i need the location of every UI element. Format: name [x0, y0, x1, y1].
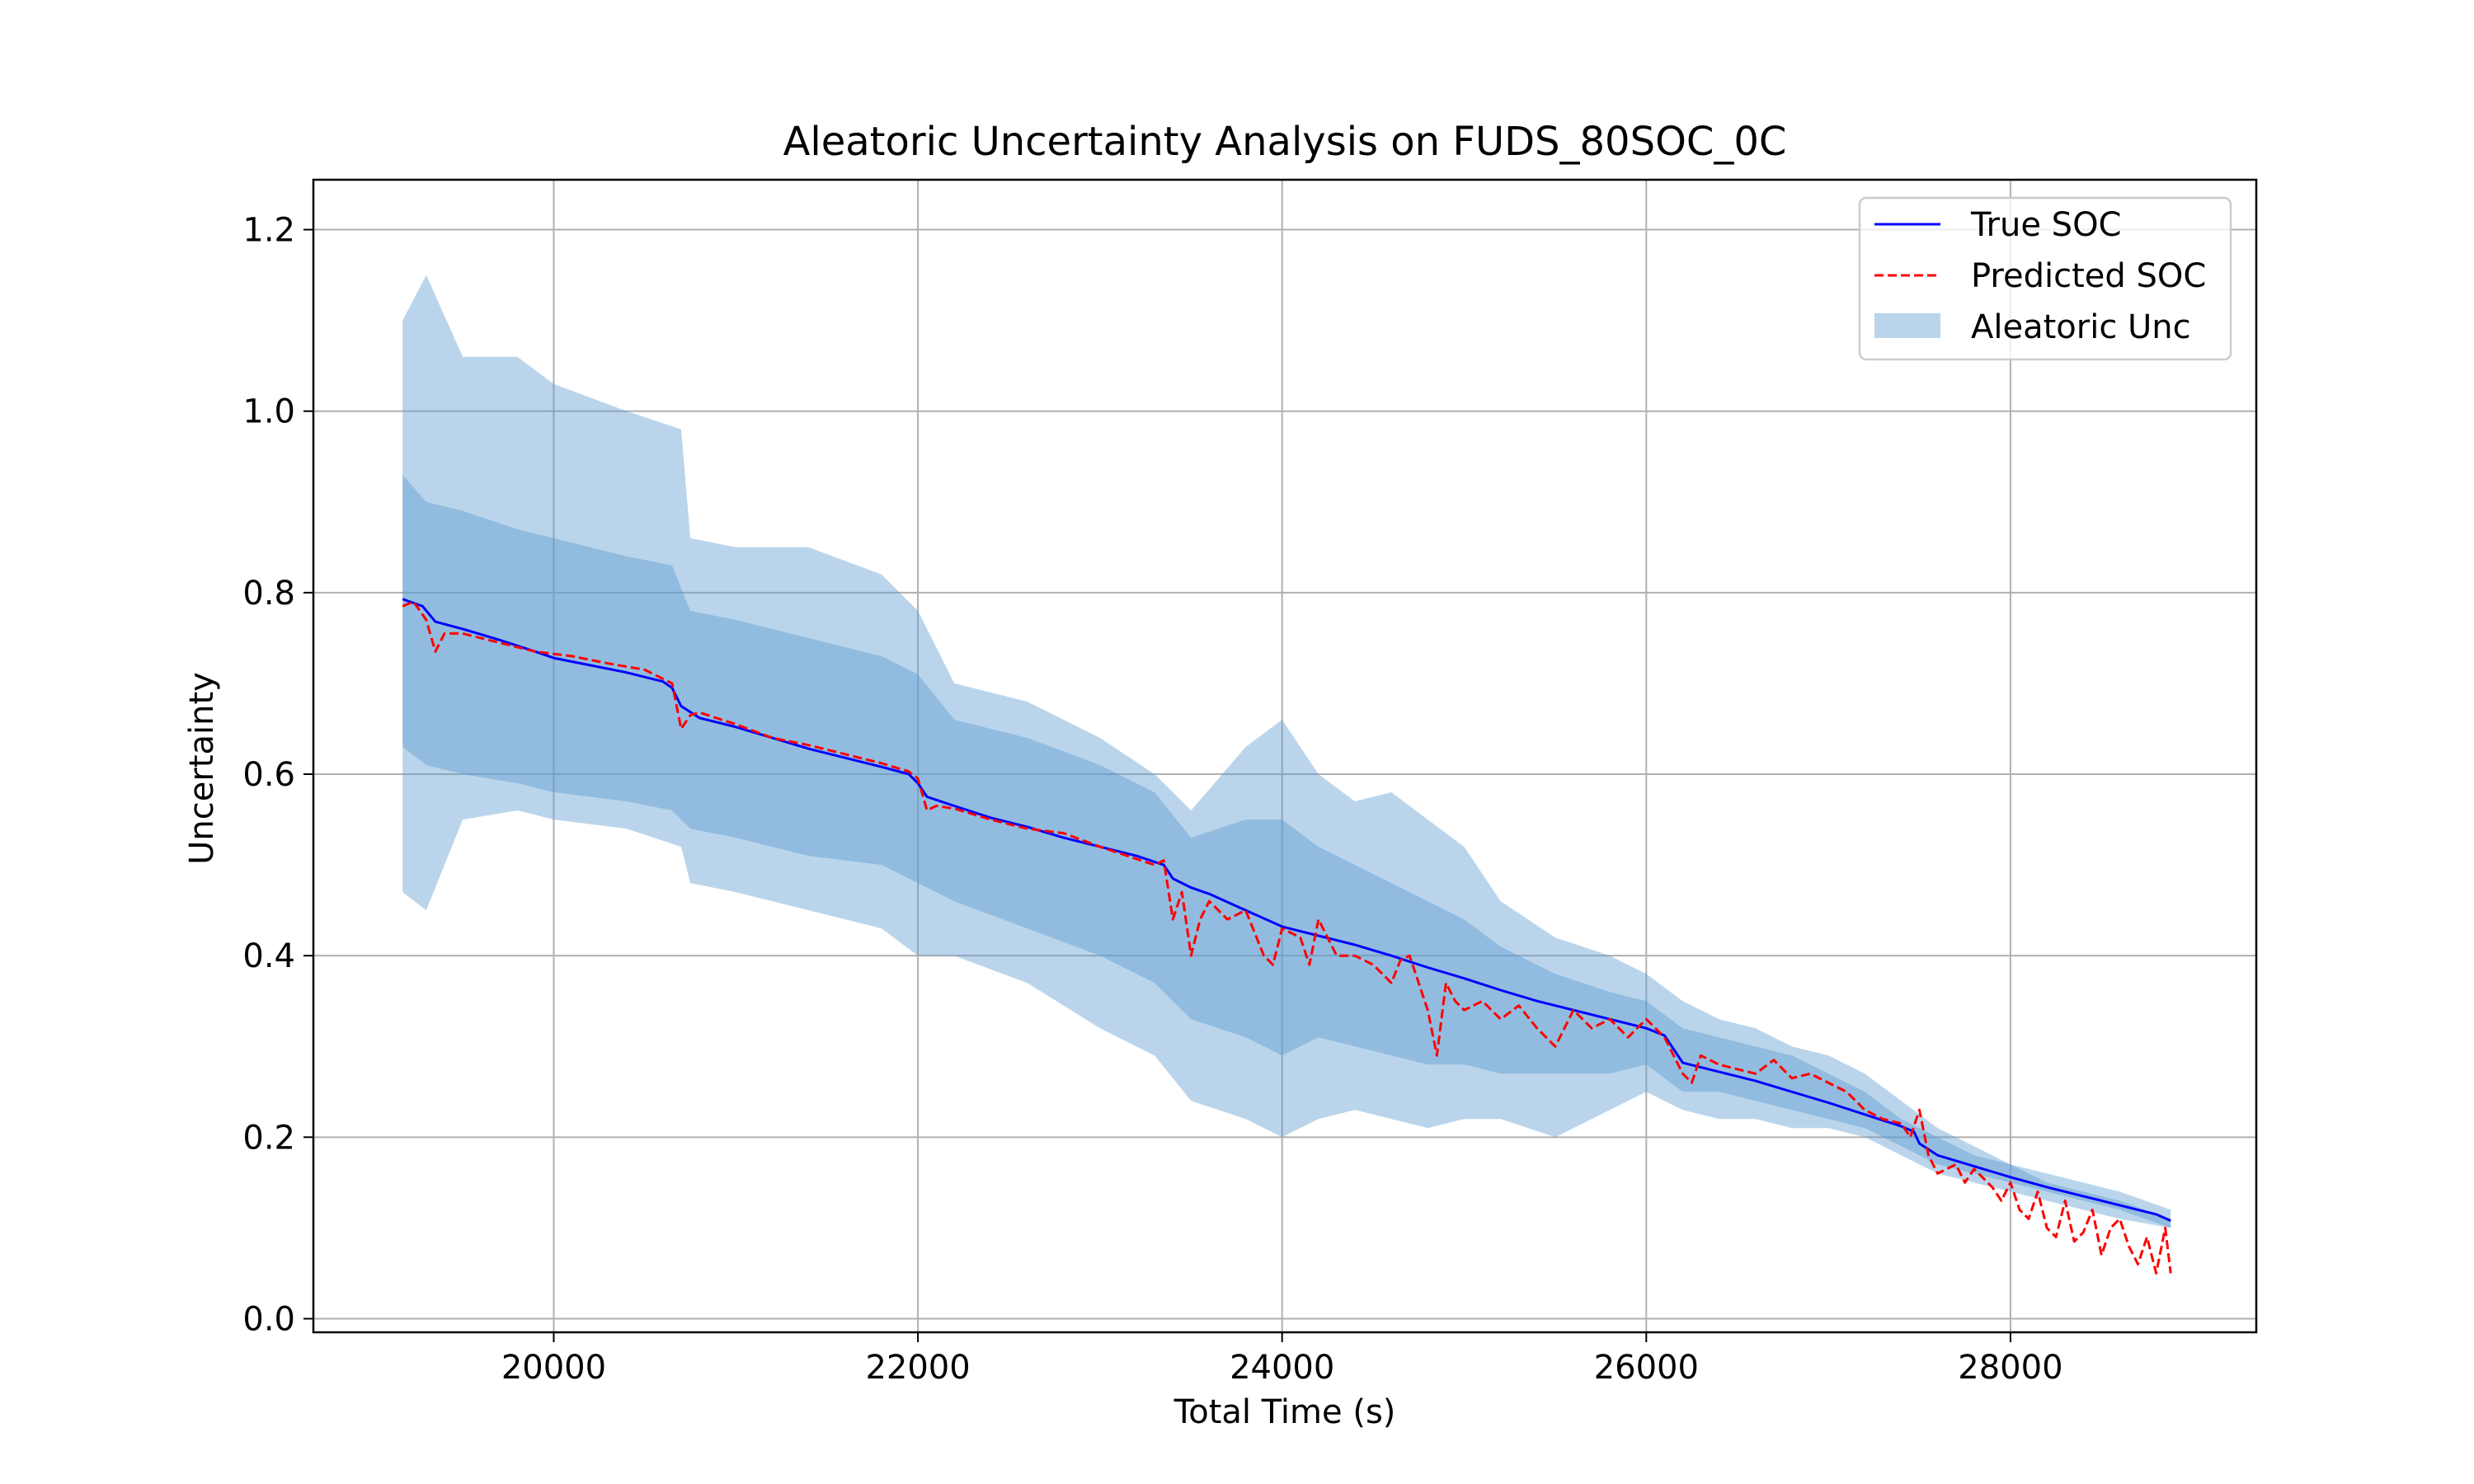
y-tick-label: 0.0 — [242, 1300, 295, 1338]
true-soc-line — [402, 598, 2171, 1222]
predicted-soc-line — [402, 600, 2172, 1275]
y-axis-ticks: 0.0 0.2 0.4 0.6 0.8 1.0 1.2 — [242, 212, 313, 1338]
y-tick-label: 0.8 — [242, 575, 295, 613]
chart-title: Aleatoric Uncertainty Analysis on FUDS_8… — [783, 119, 1787, 165]
aleatoric-unc-band-inner — [402, 474, 2171, 1228]
plot-frame — [312, 178, 2258, 1334]
x-tick-label: 20000 — [501, 1349, 606, 1387]
legend-aleatoric-unc-swatch — [1874, 313, 1940, 338]
legend-predicted-soc-label: Predicted SOC — [1971, 257, 2206, 295]
y-tick-label: 0.4 — [242, 937, 295, 975]
grid — [313, 180, 2256, 1332]
y-axis-label: Uncertainty — [183, 672, 221, 865]
series-lines — [402, 598, 2172, 1275]
x-axis-label: Total Time (s) — [1174, 1393, 1396, 1431]
legend-true-soc-label: True SOC — [1970, 206, 2121, 244]
aleatoric-unc-band-outer — [402, 275, 2171, 1228]
x-tick-label: 24000 — [1230, 1349, 1334, 1387]
x-tick-label: 26000 — [1594, 1349, 1699, 1387]
uncertainty-bands — [402, 275, 2171, 1228]
legend: True SOC Predicted SOC Aleatoric Unc — [1858, 196, 2232, 361]
y-tick-label: 0.2 — [242, 1119, 295, 1157]
x-tick-label: 22000 — [865, 1349, 970, 1387]
legend-box — [1858, 196, 2232, 361]
legend-aleatoric-unc-label: Aleatoric Unc — [1971, 308, 2191, 346]
y-tick-label: 1.0 — [242, 393, 295, 431]
x-axis-ticks: 20000 22000 24000 26000 28000 — [501, 1332, 2063, 1387]
x-tick-label: 28000 — [1958, 1349, 2062, 1387]
y-tick-label: 1.2 — [242, 212, 295, 250]
y-tick-label: 0.6 — [242, 756, 295, 794]
